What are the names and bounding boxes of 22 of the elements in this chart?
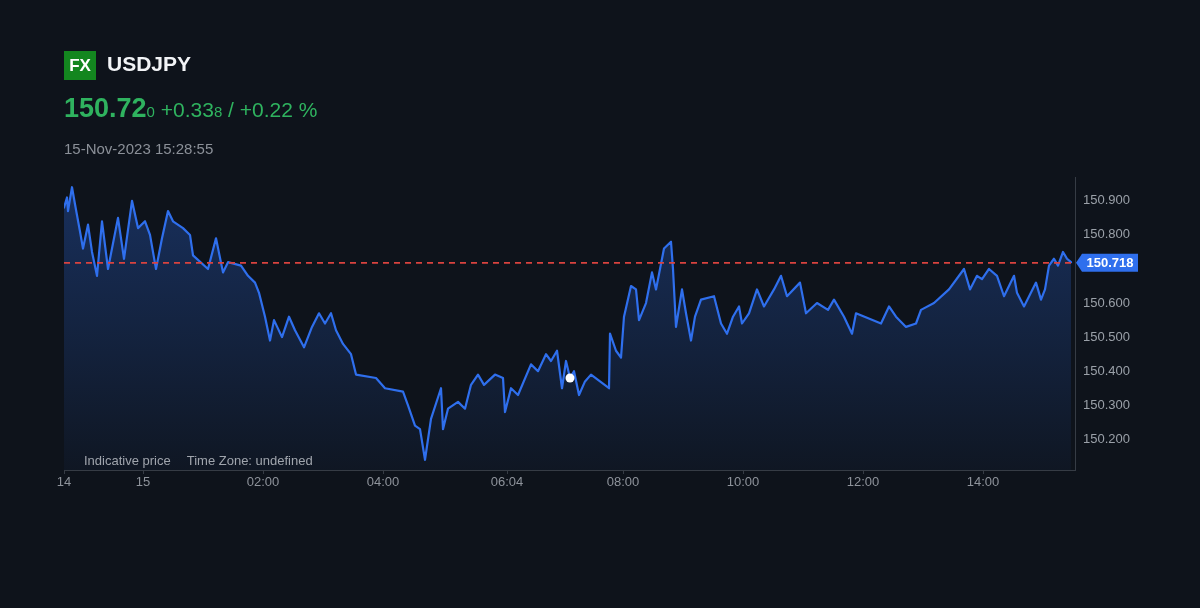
text: 15-Nov-2023 15:28:55: [64, 139, 214, 159]
x-tick-label: 08:00: [606, 474, 640, 490]
x-tick-label: 04:00: [366, 474, 400, 490]
y-tick-label: 150.400: [1083, 362, 1130, 378]
x-tick-label: 10:00: [726, 474, 760, 490]
x-tick-label: 12:00: [846, 474, 880, 490]
y-tick-label: 150.600: [1083, 294, 1130, 310]
chart-title: USDJPY: [107, 51, 192, 77]
badge: FX: [64, 51, 96, 80]
x-tick-label: 02:00: [246, 474, 280, 490]
y-tick-label: 150.200: [1083, 430, 1130, 446]
x-tick-label: 14:00: [966, 474, 1000, 490]
x-tick-label: 14: [56, 474, 72, 490]
y-tick-label: 150.500: [1083, 328, 1130, 344]
y-tick-label: 150.900: [1083, 192, 1130, 208]
x-tick-label: 15: [135, 474, 151, 490]
annotation: Indicative price: [84, 453, 171, 469]
y-tick-label: 150.300: [1083, 396, 1130, 412]
x-tick-label: 06:04: [490, 474, 524, 490]
ref-line-label: 150.718: [1086, 255, 1134, 271]
y-tick-label: 150.800: [1083, 226, 1130, 242]
annotation: Time Zone: undefined: [186, 453, 313, 469]
